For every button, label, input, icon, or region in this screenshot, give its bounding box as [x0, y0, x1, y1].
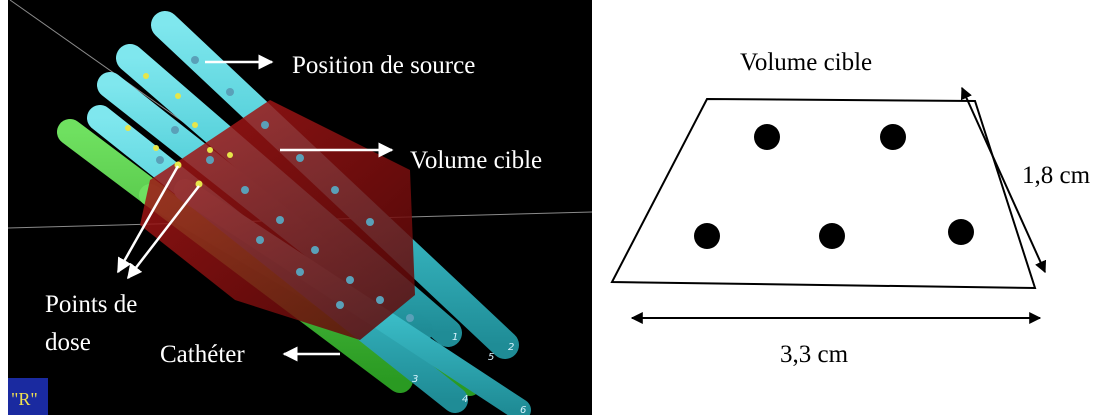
dose-point-marker — [192, 122, 198, 128]
dose-point-arrow-2 — [127, 185, 200, 280]
catheter-number-label: 4 — [462, 394, 468, 405]
source-dot — [226, 88, 234, 96]
target-volume-trapezoid — [610, 97, 1037, 290]
label-source-position: Position de source — [292, 52, 475, 79]
dose-point-marker — [195, 180, 203, 188]
render-panel: 1 2 3 4 5 6 "R" Position de source Volum… — [7, 0, 593, 415]
catheter-dot — [880, 124, 906, 150]
source-dot — [296, 268, 304, 276]
catheter-number-label: 1 — [452, 332, 458, 343]
source-dot — [191, 56, 199, 64]
label-catheter: Cathéter — [160, 341, 245, 368]
width-dimension-label: 3,3 cm — [780, 341, 849, 368]
catheter-dot — [694, 223, 720, 249]
catheter-number-label: 6 — [520, 405, 526, 415]
dose-point-marker — [175, 93, 181, 99]
schematic-title: Volume cible — [740, 49, 872, 76]
source-dot — [336, 301, 344, 309]
dose-point-marker — [125, 125, 131, 131]
label-target-volume: Volume cible — [410, 147, 542, 174]
dose-point-marker — [227, 152, 233, 158]
source-dot — [311, 246, 319, 254]
catheter-number-label: 3 — [412, 374, 418, 385]
catheter-number-label: 2 — [508, 342, 514, 353]
label-dose-points-line1: Points de — [45, 291, 137, 318]
dose-point-marker — [143, 73, 149, 79]
source-dot — [296, 154, 304, 162]
dose-point-arrow-1 — [116, 165, 180, 274]
orientation-cube-icon — [8, 378, 48, 415]
catheter-dot — [948, 219, 974, 245]
source-dot — [241, 186, 249, 194]
source-dot — [261, 121, 269, 129]
source-dot — [256, 236, 264, 244]
dose-point-marker — [153, 145, 159, 151]
height-dimension-arrow — [960, 86, 1047, 274]
height-dimension-label: 1,8 cm — [1022, 162, 1091, 189]
source-dot — [346, 276, 354, 284]
source-dot — [276, 216, 284, 224]
catheter-dot — [819, 223, 845, 249]
source-position-dots — [156, 56, 414, 322]
source-dot — [331, 186, 339, 194]
dose-point-marker — [207, 147, 213, 153]
source-dot — [406, 314, 414, 322]
catheter-dot — [754, 124, 780, 150]
schematic-panel: Volume cible 1,8 cm 3,3 cm — [610, 49, 1091, 368]
catheter-number-label: 5 — [488, 352, 494, 363]
source-dot — [206, 156, 214, 164]
source-dot — [366, 218, 374, 226]
source-dot — [376, 296, 384, 304]
orientation-glyph: "R" — [11, 389, 38, 409]
source-dot — [156, 156, 164, 164]
label-dose-points-line2: dose — [45, 329, 91, 356]
source-dot — [171, 126, 179, 134]
